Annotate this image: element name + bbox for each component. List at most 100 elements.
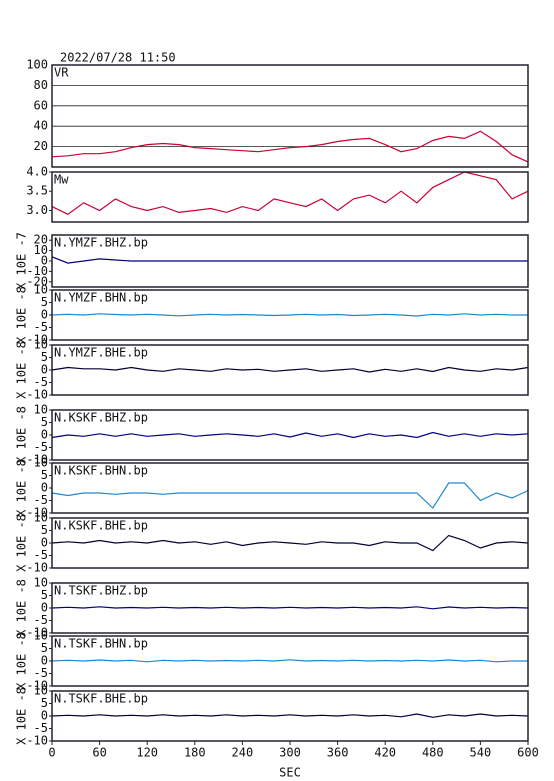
y-tick-label: 5 xyxy=(41,641,48,655)
y-axis-label: X 10E -8 xyxy=(15,341,29,399)
trace xyxy=(51,431,529,439)
trace xyxy=(51,534,529,552)
y-tick-label: 5 xyxy=(41,415,48,429)
y-tick-label: 10 xyxy=(34,684,48,698)
x-tick-label: 120 xyxy=(136,746,158,760)
y-axis-label: X 10E -8 xyxy=(15,459,29,517)
panel-frame xyxy=(51,234,529,288)
panel-frame xyxy=(51,171,529,223)
y-tick-label: 10 xyxy=(34,243,48,257)
panel-frame xyxy=(51,517,529,569)
panel-label: N.YMZF.BHZ.bp xyxy=(54,236,148,250)
y-tick-label: -5 xyxy=(34,666,48,680)
y-tick-label: 3.0 xyxy=(26,203,48,217)
x-tick-label: 60 xyxy=(92,746,106,760)
trace xyxy=(51,606,529,610)
x-tick-label: 540 xyxy=(470,746,492,760)
y-tick-label: -5 xyxy=(34,320,48,334)
y-axis-label: X 10E -8 xyxy=(15,687,29,745)
y-axis-label: X 10E -7 xyxy=(15,232,29,290)
y-tick-label: 10 xyxy=(34,576,48,590)
y-tick-label: 10 xyxy=(34,403,48,417)
y-tick-label: -10 xyxy=(26,561,48,575)
panel-label: N.YMZF.BHE.bp xyxy=(54,346,148,360)
y-tick-label: -10 xyxy=(26,333,48,347)
panel-frame xyxy=(51,462,529,514)
panel-label: N.KSKF.BHZ.bp xyxy=(54,411,148,425)
y-tick-label: -10 xyxy=(26,388,48,402)
panel-frame xyxy=(51,582,529,634)
x-tick-label: 600 xyxy=(517,746,539,760)
panel-label: N.YMZF.BHN.bp xyxy=(54,291,148,305)
y-tick-label: -20 xyxy=(26,274,48,288)
x-tick-label: 300 xyxy=(279,746,301,760)
y-tick-label: -10 xyxy=(26,626,48,640)
y-tick-label: -10 xyxy=(26,453,48,467)
x-tick-label: 420 xyxy=(374,746,396,760)
y-axis-label: X 10E -8 xyxy=(15,632,29,690)
trace xyxy=(51,256,528,264)
panel-frame xyxy=(51,289,529,341)
y-tick-label: 20 xyxy=(34,233,48,247)
x-tick-label: 360 xyxy=(327,746,349,760)
trace xyxy=(51,130,529,163)
x-tick-label: 240 xyxy=(232,746,254,760)
y-tick-label: 10 xyxy=(34,283,48,297)
y-tick-label: 0 xyxy=(41,481,48,495)
x-axis-label: SEC xyxy=(279,766,301,780)
panel-label: Mw xyxy=(54,173,69,187)
y-tick-label: 5 xyxy=(41,588,48,602)
y-axis-label: X 10E -8 xyxy=(15,286,29,344)
panel-frame xyxy=(51,635,529,687)
y-axis-label: X 10E -8 xyxy=(15,406,29,464)
y-tick-label: 0 xyxy=(41,601,48,615)
y-tick-label: 10 xyxy=(34,511,48,525)
y-tick-label: 40 xyxy=(34,119,48,133)
trace xyxy=(51,313,528,317)
y-tick-label: 0 xyxy=(41,536,48,550)
trace xyxy=(51,171,529,215)
panel-label: N.KSKF.BHE.bp xyxy=(54,519,148,533)
trace xyxy=(51,713,529,718)
panel-label: N.TSKF.BHN.bp xyxy=(54,637,148,651)
chart-title: 2022/07/28 11:50 xyxy=(60,51,176,65)
panel-frame xyxy=(51,344,529,396)
y-tick-label: 5 xyxy=(41,523,48,537)
trace xyxy=(51,482,529,509)
y-tick-label: 10 xyxy=(34,456,48,470)
y-axis-label: X 10E -8 xyxy=(15,579,29,637)
x-tick-label: 480 xyxy=(422,746,444,760)
y-tick-label: -5 xyxy=(34,548,48,562)
panel-frame xyxy=(51,409,529,461)
y-tick-label: -5 xyxy=(34,721,48,735)
y-tick-label: -10 xyxy=(26,506,48,520)
y-tick-label: 100 xyxy=(26,58,48,72)
y-tick-label: -10 xyxy=(26,264,48,278)
panel-label: VR xyxy=(54,66,69,80)
y-tick-label: 80 xyxy=(34,78,48,92)
y-tick-label: 10 xyxy=(34,629,48,643)
y-tick-label: 0 xyxy=(41,363,48,377)
y-tick-label: 0 xyxy=(41,428,48,442)
y-tick-label: 20 xyxy=(34,139,48,153)
x-tick-label: 180 xyxy=(184,746,206,760)
y-tick-label: 0 xyxy=(41,254,48,268)
y-tick-label: 5 xyxy=(41,350,48,364)
y-tick-label: -5 xyxy=(34,440,48,454)
y-tick-label: 0 xyxy=(41,308,48,322)
y-tick-label: 5 xyxy=(41,468,48,482)
y-tick-label: 3.5 xyxy=(26,184,48,198)
y-tick-label: 5 xyxy=(41,295,48,309)
trace xyxy=(51,366,529,373)
y-tick-label: -10 xyxy=(26,734,48,748)
y-tick-label: 10 xyxy=(34,338,48,352)
y-tick-label: 60 xyxy=(34,98,48,112)
y-tick-label: 0 xyxy=(41,654,48,668)
y-tick-label: -5 xyxy=(34,493,48,507)
y-tick-label: -5 xyxy=(34,375,48,389)
panel-label: N.TSKF.BHE.bp xyxy=(54,692,148,706)
panel-label: N.KSKF.BHN.bp xyxy=(54,464,148,478)
trace xyxy=(51,659,528,663)
y-tick-label: -5 xyxy=(34,613,48,627)
